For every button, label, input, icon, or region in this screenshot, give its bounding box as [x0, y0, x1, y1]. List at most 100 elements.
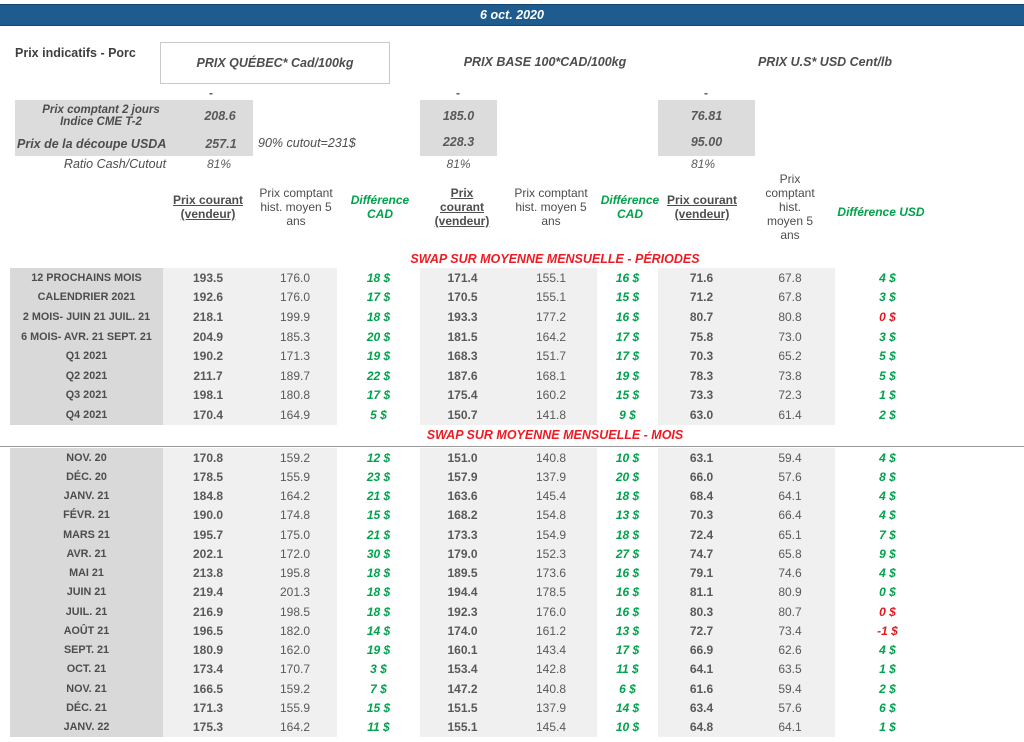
value-cell[interactable]: 184.8 [163, 486, 253, 506]
diff-cell[interactable]: 4 $ [879, 270, 896, 285]
value-cell[interactable]: 189.5 [420, 563, 505, 583]
row-label[interactable]: JUIN 21 [10, 582, 163, 602]
value-cell[interactable]: 196.5 [163, 621, 253, 641]
value-cell[interactable]: 150.7 [420, 405, 505, 425]
value-cell[interactable]: 199.9 [253, 307, 337, 327]
diff-cell[interactable]: 12 $ [366, 450, 391, 465]
value-cell[interactable]: 61.4 [745, 405, 835, 425]
value-cell[interactable]: 153.4 [420, 659, 505, 679]
value-cell[interactable]: 78.3 [658, 365, 745, 386]
value-cell[interactable]: 174.0 [420, 621, 505, 641]
ratio-value-base[interactable]: 81% [446, 157, 471, 171]
value-cell[interactable]: 211.7 [163, 365, 253, 386]
value-cell[interactable]: 80.8 [745, 307, 835, 327]
value-cell[interactable]: 180.8 [253, 385, 337, 406]
value-cell[interactable]: 154.9 [505, 525, 597, 545]
value-cell[interactable]: 192.3 [420, 602, 505, 622]
value-cell[interactable]: 204.9 [163, 326, 253, 347]
diff-cell[interactable]: 0 $ [879, 585, 896, 600]
value-cell[interactable]: 152.3 [505, 544, 597, 564]
diff-cell[interactable]: 20 $ [615, 469, 640, 484]
value-cell[interactable]: 189.7 [253, 365, 337, 386]
value-cell[interactable]: 202.1 [163, 544, 253, 564]
value-cell[interactable]: 219.4 [163, 582, 253, 602]
diff-cell[interactable]: 4 $ [879, 508, 896, 523]
diff-cell[interactable]: 6 $ [879, 700, 896, 715]
value-cell[interactable]: 73.8 [745, 365, 835, 386]
value-cell[interactable]: 74.6 [745, 563, 835, 583]
diff-cell[interactable]: 21 $ [366, 489, 391, 504]
diff-cell[interactable]: 18 $ [615, 527, 640, 542]
row-label[interactable]: Q2 2021 [10, 365, 163, 386]
value-cell[interactable]: 155.9 [253, 698, 337, 718]
value-cell[interactable]: 66.0 [658, 467, 745, 487]
value-cell[interactable]: 61.6 [658, 679, 745, 699]
value-cell[interactable]: 62.6 [745, 640, 835, 660]
value-cell[interactable]: 175.4 [420, 385, 505, 406]
diff-cell[interactable]: 14 $ [366, 623, 391, 638]
row-label[interactable]: JANV. 21 [10, 486, 163, 506]
diff-cell[interactable]: 17 $ [366, 290, 391, 305]
value-cell[interactable]: 68.4 [658, 486, 745, 506]
value-cell[interactable]: 176.0 [253, 287, 337, 308]
value-cell[interactable]: 213.8 [163, 563, 253, 583]
value-cell[interactable]: 145.4 [505, 717, 597, 737]
row-label[interactable]: AVR. 21 [10, 544, 163, 564]
diff-cell[interactable]: 16 $ [615, 309, 640, 324]
value-cell[interactable]: 159.2 [253, 679, 337, 699]
value-cell[interactable]: 198.5 [253, 602, 337, 622]
diff-cell[interactable]: 16 $ [615, 585, 640, 600]
value-cell[interactable]: 67.8 [745, 268, 835, 288]
value-cell[interactable]: 65.2 [745, 346, 835, 366]
value-cell[interactable]: 74.7 [658, 544, 745, 564]
diff-cell[interactable]: 18 $ [615, 489, 640, 504]
diff-cell[interactable]: 3 $ [370, 662, 387, 677]
diff-cell[interactable]: 14 $ [615, 700, 640, 715]
value-cell[interactable]: 73.3 [658, 385, 745, 406]
diff-cell[interactable]: 5 $ [879, 349, 896, 364]
diff-cell[interactable]: 17 $ [615, 329, 640, 344]
row-label[interactable]: DÉC. 21 [10, 698, 163, 718]
value-cell[interactable]: 140.8 [505, 448, 597, 468]
value-cell[interactable]: 164.2 [505, 326, 597, 347]
diff-cell[interactable]: 2 $ [879, 681, 896, 696]
value-cell[interactable]: 145.4 [505, 486, 597, 506]
value-cell[interactable]: 176.0 [253, 268, 337, 288]
value-cell[interactable]: 177.2 [505, 307, 597, 327]
spot-value-cme-us[interactable]: 76.81 [690, 109, 723, 123]
value-cell[interactable]: 64.1 [745, 486, 835, 506]
value-cell[interactable]: 137.9 [505, 698, 597, 718]
diff-cell[interactable]: 10 $ [615, 450, 640, 465]
value-cell[interactable]: 59.4 [745, 679, 835, 699]
value-cell[interactable]: 151.5 [420, 698, 505, 718]
diff-cell[interactable]: 18 $ [366, 270, 391, 285]
value-cell[interactable]: 63.1 [658, 448, 745, 468]
value-cell[interactable]: 162.0 [253, 640, 337, 660]
diff-cell[interactable]: 19 $ [366, 349, 391, 364]
value-cell[interactable]: 157.9 [420, 467, 505, 487]
diff-cell[interactable]: 16 $ [615, 270, 640, 285]
value-cell[interactable]: 173.3 [420, 525, 505, 545]
diff-cell[interactable]: 16 $ [615, 566, 640, 581]
diff-cell[interactable]: 30 $ [366, 546, 391, 561]
diff-cell[interactable]: 18 $ [366, 604, 391, 619]
value-cell[interactable]: 155.1 [420, 717, 505, 737]
diff-cell[interactable]: 4 $ [879, 566, 896, 581]
diff-cell[interactable]: 18 $ [366, 309, 391, 324]
value-cell[interactable]: 175.3 [163, 717, 253, 737]
diff-cell[interactable]: 19 $ [615, 368, 640, 383]
value-cell[interactable]: 59.4 [745, 448, 835, 468]
value-cell[interactable]: 201.3 [253, 582, 337, 602]
value-cell[interactable]: 143.4 [505, 640, 597, 660]
row-label[interactable]: 2 MOIS- JUIN 21 JUIL. 21 [10, 307, 163, 327]
diff-cell[interactable]: 27 $ [615, 546, 640, 561]
diff-cell[interactable]: 15 $ [366, 508, 391, 523]
value-cell[interactable]: 151.0 [420, 448, 505, 468]
row-label[interactable]: NOV. 21 [10, 679, 163, 699]
diff-cell[interactable]: 16 $ [615, 604, 640, 619]
diff-cell[interactable]: 4 $ [879, 450, 896, 465]
diff-cell[interactable]: 15 $ [615, 290, 640, 305]
diff-cell[interactable]: 7 $ [879, 527, 896, 542]
value-cell[interactable]: 170.7 [253, 659, 337, 679]
value-cell[interactable]: 155.1 [505, 287, 597, 308]
